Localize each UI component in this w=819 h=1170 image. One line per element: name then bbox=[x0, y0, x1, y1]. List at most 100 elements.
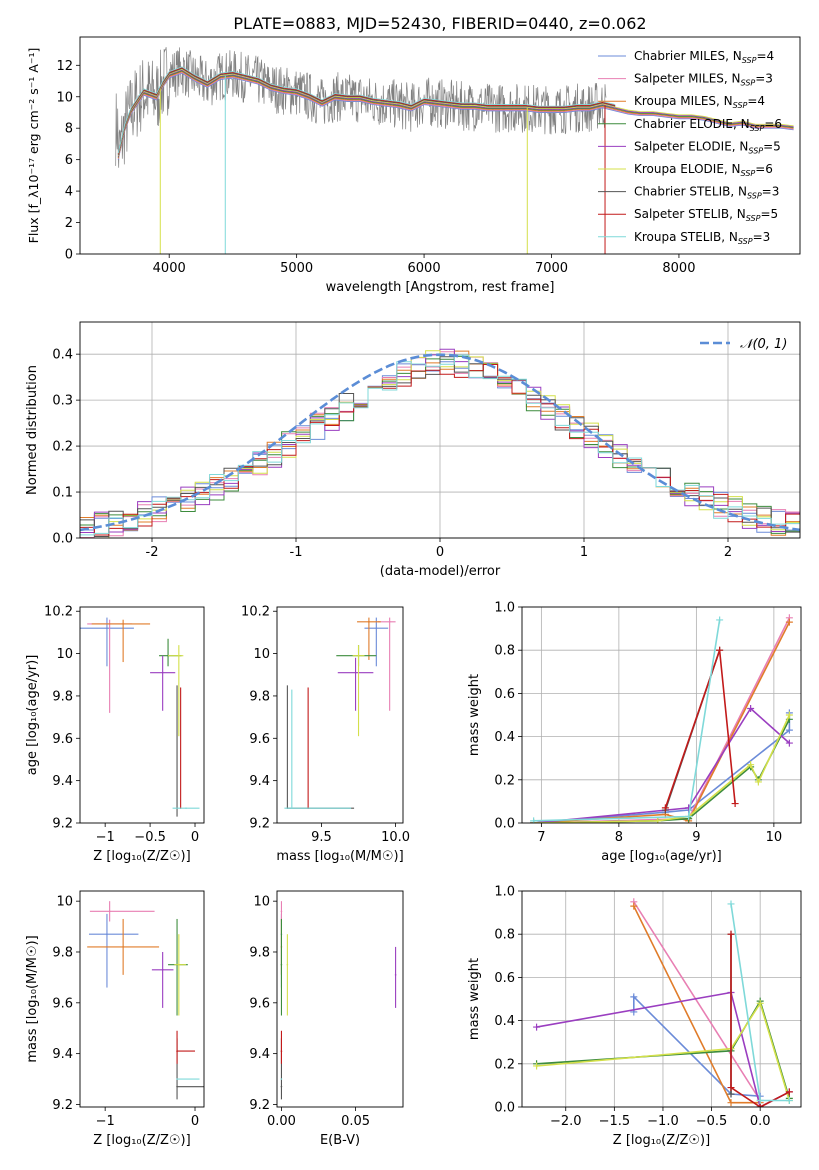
weight-marker-salpeter-stelib bbox=[731, 800, 739, 808]
point-kroupa-stelib bbox=[176, 1078, 178, 1080]
point-salpeter-elodie bbox=[161, 671, 164, 674]
y-tick-label: 9.4 bbox=[52, 1047, 73, 1062]
x-tick-label: 1 bbox=[580, 545, 588, 560]
x-tick-label: 0.05 bbox=[341, 1114, 370, 1129]
panel-weight-vs-z: −2.0 −1.5 −1.0 −0.5 0.0 0.0 0.2 0.4 0.6 0.8 1.0 Z [… bbox=[467, 885, 802, 1148]
point-salpeter-miles bbox=[388, 621, 391, 623]
y-axis-label: mass weight bbox=[467, 958, 482, 1040]
x-tick-label: -2 bbox=[146, 545, 159, 560]
weight-line-kroupa-elodie bbox=[536, 1001, 791, 1101]
weight-line-salpeter-miles bbox=[633, 901, 761, 1101]
y-tick-label: 0.8 bbox=[494, 644, 515, 659]
axes: 4000 5000 6000 7000 8000 0 2 4 6 8 10 12 wavelength … bbox=[26, 36, 801, 295]
point-salpeter-miles bbox=[280, 910, 283, 913]
y-tick-label: 10.2 bbox=[44, 605, 73, 620]
weight-line-salpeter-stelib bbox=[664, 649, 736, 809]
model-line-chabrier-miles bbox=[117, 72, 794, 160]
weight-marker-chabrier-miles bbox=[630, 993, 638, 1001]
y-tick-label: 9.4 bbox=[52, 774, 73, 789]
y-tick-label: 8 bbox=[65, 122, 73, 137]
y-tick-label: 0.0 bbox=[52, 532, 73, 547]
point-kroupa-miles bbox=[368, 621, 370, 623]
weight-line-kroupa-miles bbox=[633, 905, 761, 1104]
y-tick-label: 4 bbox=[65, 185, 73, 200]
axes: −1 −0.5 0 9.2 9.4 9.6 9.8 10 10.2 Z [log₁₀(Z/Z☉)]… bbox=[25, 605, 205, 864]
y-tick-label: 10 bbox=[56, 647, 73, 662]
panel-age-vs-mass: 9.5 10.0 9.2 9.4 9.6 9.8 10 10.2 mass [log₁₀(M/M… bbox=[241, 605, 410, 864]
weight-marker-salpeter-stelib bbox=[661, 804, 669, 812]
x-tick-label: 6000 bbox=[408, 261, 441, 276]
plot-area bbox=[87, 901, 204, 1100]
y-tick-label: 0.2 bbox=[494, 1057, 515, 1072]
axes-frame bbox=[79, 606, 205, 824]
legend-label-kroupa-stelib: Kroupa STELIB, NSSP=3 bbox=[634, 230, 770, 246]
y-axis-label: age [log₁₀(age/yr)] bbox=[25, 655, 40, 776]
axes-frame bbox=[521, 890, 802, 1108]
weight-line-salpeter-elodie bbox=[533, 707, 790, 823]
point-kroupa-elodie bbox=[178, 963, 180, 966]
plot-area bbox=[530, 614, 793, 823]
weight-marker-kroupa-miles bbox=[785, 618, 793, 626]
panel-weight-vs-age: 7 8 9 10 0.0 0.2 0.4 0.6 0.8 1.0 age [log₁₀(age/yr… bbox=[467, 601, 802, 864]
weight-marker-kroupa-stelib bbox=[716, 616, 724, 624]
y-tick-label: 9.8 bbox=[52, 689, 73, 704]
x-tick-label: −1.0 bbox=[647, 1114, 679, 1129]
x-axis-label: Z [log₁₀(Z/Z☉)] bbox=[93, 849, 190, 864]
y-tick-label: 0.4 bbox=[52, 348, 73, 363]
point-chabrier-miles bbox=[106, 627, 108, 629]
panel-age-vs-z: −1 −0.5 0 9.2 9.4 9.6 9.8 10 10.2 Z [log₁₀(Z/Z☉)]… bbox=[25, 605, 205, 864]
weight-marker-kroupa-stelib bbox=[727, 900, 735, 908]
x-tick-label: 10 bbox=[766, 830, 783, 845]
y-tick-label: 6 bbox=[65, 153, 73, 168]
x-tick-label: -1 bbox=[290, 545, 303, 560]
axes-frame bbox=[79, 36, 801, 255]
x-tick-label: 10.0 bbox=[381, 830, 410, 845]
y-tick-label: 9.2 bbox=[52, 1098, 73, 1113]
model-line-salpeter-stelib bbox=[117, 67, 616, 155]
y-tick-label: 9.8 bbox=[52, 945, 73, 960]
point-salpeter-elodie bbox=[161, 968, 164, 971]
weight-line-kroupa-elodie bbox=[533, 714, 791, 823]
x-tick-label: −2.0 bbox=[550, 1114, 582, 1129]
point-chabrier-stelib bbox=[176, 1085, 178, 1088]
model-line-kroupa-miles bbox=[117, 71, 794, 159]
x-tick-label: −0.5 bbox=[134, 830, 166, 845]
x-axis-label: Z [log₁₀(Z/Z☉)] bbox=[93, 1133, 190, 1148]
y-tick-label: 0 bbox=[65, 248, 73, 263]
x-tick-label: 0.00 bbox=[267, 1114, 296, 1129]
point-kroupa-stelib bbox=[280, 1078, 283, 1080]
y-tick-label: 0.4 bbox=[494, 1014, 515, 1029]
weight-marker-kroupa-elodie bbox=[747, 761, 755, 769]
plot-area bbox=[280, 901, 397, 1100]
weight-marker-salpeter-stelib bbox=[756, 1103, 764, 1107]
y-tick-label: 9.2 bbox=[249, 1098, 270, 1113]
y-tick-label: 2 bbox=[65, 216, 73, 231]
axes-frame bbox=[521, 606, 802, 824]
gaussian-curve bbox=[80, 353, 800, 532]
y-tick-label: 0.6 bbox=[494, 971, 515, 986]
weight-marker-chabrier-stelib bbox=[727, 1090, 735, 1098]
weight-line-chabrier-miles bbox=[633, 994, 761, 1097]
axes-frame bbox=[276, 606, 404, 824]
x-tick-label: 7000 bbox=[535, 261, 568, 276]
axes-frame bbox=[79, 890, 205, 1108]
x-axis-label: (data-model)/error bbox=[380, 564, 501, 579]
point-kroupa-elodie bbox=[286, 963, 289, 966]
y-tick-label: 9.4 bbox=[249, 1047, 270, 1062]
axes: −2.0 −1.5 −1.0 −0.5 0.0 0.0 0.2 0.4 0.6 0.8 1.0 Z [… bbox=[467, 885, 802, 1148]
weight-line-kroupa-miles bbox=[533, 621, 791, 823]
panel-mass-vs-ebv: 0.00 0.05 9.2 9.4 9.6 9.8 10 E(B-V) bbox=[249, 890, 404, 1148]
legend-label-kroupa-miles: Kroupa MILES, NSSP=4 bbox=[634, 94, 765, 110]
point-salpeter-elodie bbox=[394, 974, 397, 976]
legend-gaussian-label: 𝒩(0, 1) bbox=[740, 337, 787, 352]
weight-marker-kroupa-stelib bbox=[756, 1097, 764, 1105]
legend-label-salpeter-elodie: Salpeter ELODIE, NSSP=5 bbox=[634, 139, 781, 155]
weight-line-chabrier-elodie bbox=[533, 718, 791, 823]
x-tick-label: −1 bbox=[96, 1114, 115, 1129]
weight-marker-salpeter-elodie bbox=[533, 1023, 541, 1031]
model-line-chabrier-elodie bbox=[117, 70, 794, 158]
y-tick-label: 9.4 bbox=[249, 774, 270, 789]
panel-mass-vs-z: −1 0 9.2 9.4 9.6 9.8 10 Z [log₁₀(Z/Z☉)] mass [lo… bbox=[25, 890, 205, 1148]
plot-area bbox=[80, 617, 200, 817]
